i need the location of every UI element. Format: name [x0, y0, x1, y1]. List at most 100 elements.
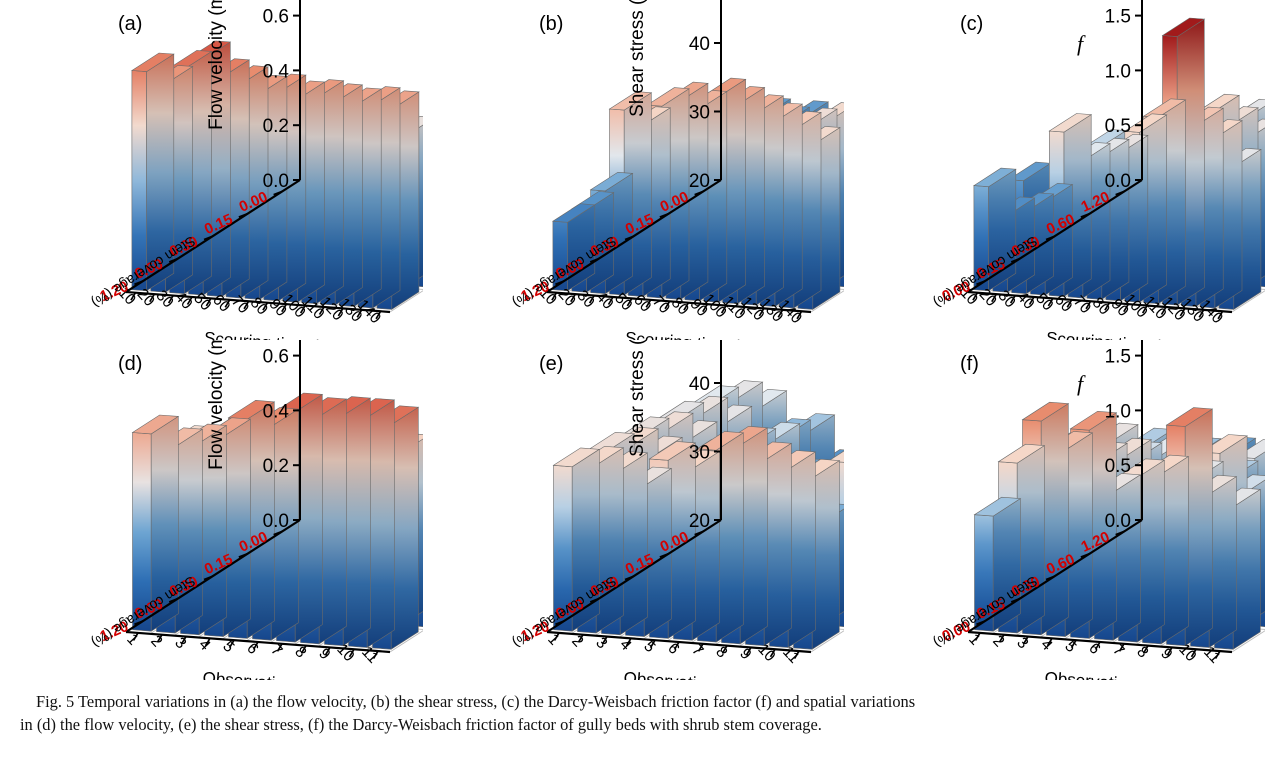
x-axis-tick	[1179, 307, 1186, 317]
bar-side-face	[595, 447, 624, 634]
x-axis-tick-label: 8	[291, 643, 309, 661]
bar-top-face	[1021, 401, 1070, 422]
bar-side-face	[811, 460, 840, 650]
value-axis-tick-label: 40	[689, 34, 710, 55]
x-axis-tick	[1166, 647, 1173, 656]
x-axis-tick	[739, 306, 746, 315]
x-axis-title: Scouring time (min)	[624, 328, 772, 340]
bar-side-face	[1208, 476, 1237, 649]
panel-f: 0.00.51.01.52.02.5f1234567891011Observat…	[842, 340, 1265, 680]
bar	[130, 52, 175, 292]
x-axis-tick-label: 2	[568, 633, 586, 651]
base-gridline	[389, 290, 423, 313]
x-axis-tick	[607, 296, 614, 305]
x-axis-tick-label: 7	[267, 642, 285, 660]
value-axis-tick-label: 0.0	[263, 511, 289, 532]
value-axis-tick-label: 0.5	[1105, 116, 1131, 137]
value-axis-title: Shear stress (Pa)	[627, 0, 648, 117]
x-axis-tick	[204, 637, 211, 647]
x-axis-tick-label: 3	[592, 634, 610, 652]
bar-side-face	[787, 451, 816, 649]
x-axis-tick	[318, 306, 325, 315]
x-axis-tick-label: 9	[1157, 645, 1175, 663]
x-axis-tick	[243, 300, 250, 310]
x-axis-tick-label: 7	[1109, 642, 1127, 660]
bar-top-face	[1200, 434, 1249, 454]
bar-side-face	[1040, 403, 1069, 636]
value-axis-tick-label: 0.4	[263, 61, 290, 82]
chart-f: 0.00.51.01.52.02.5f1234567891011Observat…	[931, 340, 1265, 680]
z-axis-tick	[624, 235, 635, 241]
bars-group	[130, 40, 423, 310]
bar-top-face	[551, 203, 596, 223]
base-gridline	[810, 630, 844, 653]
z-axis-tick	[624, 575, 635, 581]
bars-group	[552, 380, 844, 650]
x-axis-tick	[1123, 303, 1130, 313]
x-axis-tick	[324, 647, 331, 656]
x-axis-tick	[625, 637, 632, 647]
x-axis-tick	[300, 645, 307, 654]
z-axis-tick	[555, 620, 565, 626]
x-axis-tick-label: 5	[1061, 638, 1079, 656]
panel-letter: (e)	[539, 353, 563, 375]
x-axis-tick-label: 9	[736, 645, 754, 663]
value-axis-title: f	[1077, 31, 1086, 56]
z-axis-tick	[659, 552, 670, 558]
x-axis-tick	[1190, 648, 1197, 658]
bar-side-face	[763, 442, 792, 647]
value-axis-tick-label: 40	[689, 374, 710, 395]
bar-front-face	[131, 70, 147, 292]
x-axis-title: Scouring time (min)	[1045, 328, 1193, 340]
z-axis-tick	[976, 280, 986, 286]
x-axis-tick	[348, 648, 355, 658]
x-axis-tick	[337, 307, 344, 317]
x-axis-tick	[228, 639, 235, 649]
x-axis-tick-label: 6	[1085, 640, 1103, 658]
x-axis-tick-label: 3	[171, 634, 189, 652]
x-axis-tick	[645, 299, 652, 308]
bar-side-face	[318, 398, 347, 645]
x-axis-tick	[570, 293, 577, 303]
x-axis-tick	[1047, 297, 1054, 307]
x-axis-tick	[697, 643, 704, 652]
bar-side-face	[619, 452, 648, 636]
x-axis-line	[125, 290, 391, 314]
x-axis-tick	[998, 634, 1005, 643]
x-axis-tick-label: 6	[243, 640, 261, 658]
bar	[973, 496, 1022, 632]
bar-top-face	[1069, 410, 1118, 431]
caption-line-1: Fig. 5 Temporal variations in (a) the fl…	[36, 692, 916, 711]
z-axis-tick	[694, 530, 704, 536]
value-axis-tick-label: 0.0	[263, 171, 289, 192]
x-axis-tick-label: 4	[1037, 636, 1056, 654]
bar-top-face	[608, 91, 653, 111]
x-axis-tick	[1198, 309, 1205, 318]
x-axis-tick	[673, 641, 680, 650]
bars-group	[551, 77, 844, 310]
value-axis-title: Shear stress (Pa)	[627, 340, 648, 457]
x-axis-line	[546, 290, 812, 314]
bar	[972, 167, 1017, 292]
x-axis-tick	[130, 292, 137, 301]
z-axis-tick	[1115, 190, 1125, 196]
x-axis-tick	[1094, 641, 1101, 650]
bar	[131, 414, 180, 632]
z-axis-tick	[203, 235, 214, 241]
value-axis-tick-label: 1.5	[1105, 347, 1131, 368]
z-axis-tick	[238, 212, 249, 218]
x-axis-tick	[186, 296, 193, 305]
panel-letter: (f)	[960, 353, 979, 375]
z-axis-tick	[168, 257, 179, 263]
x-axis-title: Observation section	[202, 668, 353, 680]
bar-top-face	[589, 171, 634, 192]
z-axis-tick	[589, 597, 600, 603]
bar-top-face	[1048, 113, 1093, 133]
chart-d: 0.00.20.40.60.81.0Flow velocity (m s⁻¹)1…	[89, 340, 423, 680]
x-axis-tick	[1085, 300, 1092, 310]
x-axis-tick	[156, 634, 163, 643]
value-axis-tick-label: 0.2	[263, 456, 289, 477]
x-axis-tick	[1142, 645, 1149, 654]
bar-side-face	[222, 418, 251, 638]
base-gridline	[389, 630, 423, 653]
